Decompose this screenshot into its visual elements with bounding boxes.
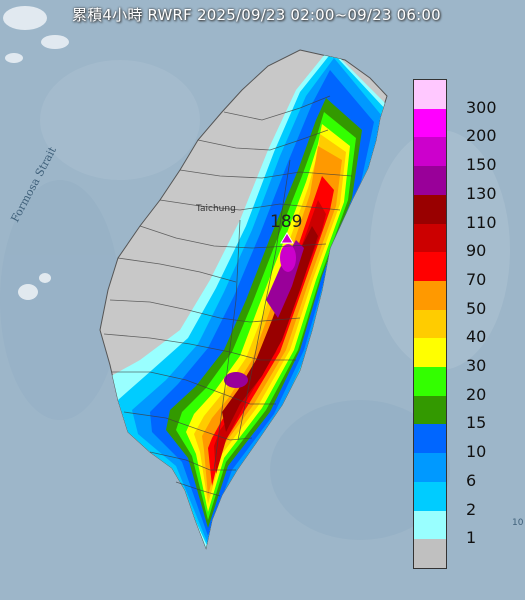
legend-swatch (414, 395, 446, 425)
legend-swatch (414, 280, 446, 310)
peak-triangle-icon (280, 232, 294, 244)
legend-swatch (414, 80, 446, 109)
legend-swatch (414, 137, 446, 167)
legend-color-bar (413, 79, 447, 569)
legend-label: 90 (466, 241, 487, 261)
legend-label: 70 (466, 269, 487, 289)
legend-swatch (414, 223, 446, 253)
legend-swatch (414, 481, 446, 511)
legend-swatch (414, 453, 446, 482)
legend-label: 150 (466, 155, 497, 175)
city-label: Taichung (196, 204, 236, 214)
legend-swatch (414, 424, 446, 454)
legend-swatch (414, 166, 446, 195)
legend-swatch (414, 252, 446, 281)
legend-label: 50 (466, 298, 487, 318)
edge-mark-label: 10 (512, 518, 524, 528)
legend-label: 300 (466, 97, 497, 117)
legend-label: 6 (466, 470, 477, 490)
peak-value-label: 189 (270, 212, 303, 232)
legend-label: 1 (466, 528, 477, 548)
legend-label: 130 (466, 183, 497, 203)
legend-label: 40 (466, 327, 487, 347)
rain-cell-south (224, 372, 248, 388)
legend-swatch (414, 510, 446, 540)
legend-swatch (414, 309, 446, 339)
legend-label: 30 (466, 356, 487, 376)
legend-label: 15 (466, 413, 487, 433)
legend-swatch (414, 367, 446, 396)
cloud-patches (3, 6, 69, 300)
legend-swatch (414, 108, 446, 138)
legend-swatch (414, 338, 446, 368)
legend-label: 110 (466, 212, 497, 232)
legend-label: 2 (466, 499, 477, 519)
map-title: 累積4小時 RWRF 2025/09/23 02:00~09/23 06:00 (72, 6, 441, 24)
legend-swatch (414, 539, 446, 568)
rainfall-overlay (104, 50, 387, 548)
legend-label: 200 (466, 126, 497, 146)
legend-label: 20 (466, 384, 487, 404)
rain-band-magenta (280, 244, 296, 272)
legend-swatch (414, 194, 446, 224)
boundaries (103, 95, 353, 497)
legend-label: 10 (466, 442, 487, 462)
